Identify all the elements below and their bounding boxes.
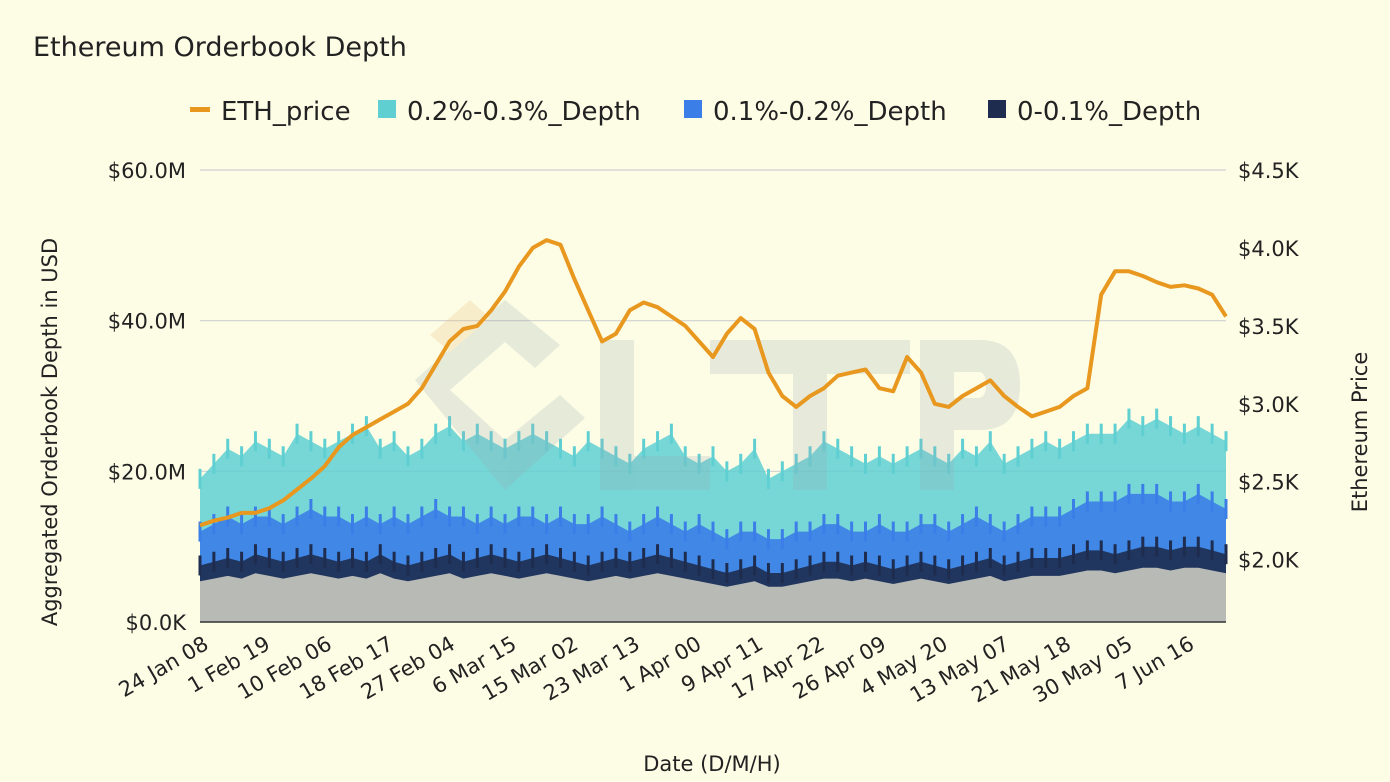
y2-tick-label: $3.5K bbox=[1238, 315, 1300, 339]
eth-price-line bbox=[199, 238, 1228, 528]
legend-label-eth-price: ETH_price bbox=[221, 97, 351, 127]
legend-label-depth-02-03: 0.2%-0.3%_Depth bbox=[407, 97, 641, 127]
eth-price-path bbox=[199, 238, 1228, 528]
plot-area bbox=[198, 408, 1228, 623]
y-tick-label: $0.0K bbox=[125, 611, 187, 635]
y-axis-title: Aggregated Orderbook Depth in USD bbox=[38, 238, 62, 626]
y2-tick-label: $4.0K bbox=[1238, 237, 1300, 261]
legend-swatch-depth-02-03 bbox=[378, 100, 396, 118]
y-tick-label: $40.0M bbox=[108, 310, 186, 334]
legend-label-depth-0-01: 0-0.1%_Depth bbox=[1017, 97, 1201, 127]
y2-tick-label: $4.5K bbox=[1238, 159, 1300, 183]
legend-swatch-depth-0-01 bbox=[988, 100, 1006, 118]
legend-swatch-depth-01-02 bbox=[684, 100, 702, 118]
y-tick-label: $60.0M bbox=[108, 159, 186, 183]
legend-swatch-eth-price bbox=[190, 107, 210, 112]
y-axis-right-ticks: $2.0K $2.5K $3.0K $3.5K $4.0K $4.5K bbox=[1238, 159, 1300, 573]
x-axis-title: Date (D/M/H) bbox=[643, 752, 780, 776]
y2-axis-title: Ethereum Price bbox=[1348, 352, 1372, 513]
y2-tick-label: $3.0K bbox=[1238, 393, 1300, 417]
y2-tick-label: $2.5K bbox=[1238, 471, 1300, 495]
legend-label-depth-01-02: 0.1%-0.2%_Depth bbox=[713, 97, 947, 127]
chart-title: Ethereum Orderbook Depth bbox=[33, 32, 407, 63]
y-tick-label: $20.0M bbox=[108, 460, 186, 484]
y2-tick-label: $2.0K bbox=[1238, 549, 1300, 573]
y-axis-left-ticks: $0.0K $20.0M $40.0M $60.0M bbox=[108, 159, 187, 635]
ltp-watermark-logo bbox=[415, 300, 1020, 490]
legend: ETH_price 0.2%-0.3%_Depth 0.1%-0.2%_Dept… bbox=[190, 97, 1201, 127]
depth-base-fill bbox=[200, 567, 1226, 622]
